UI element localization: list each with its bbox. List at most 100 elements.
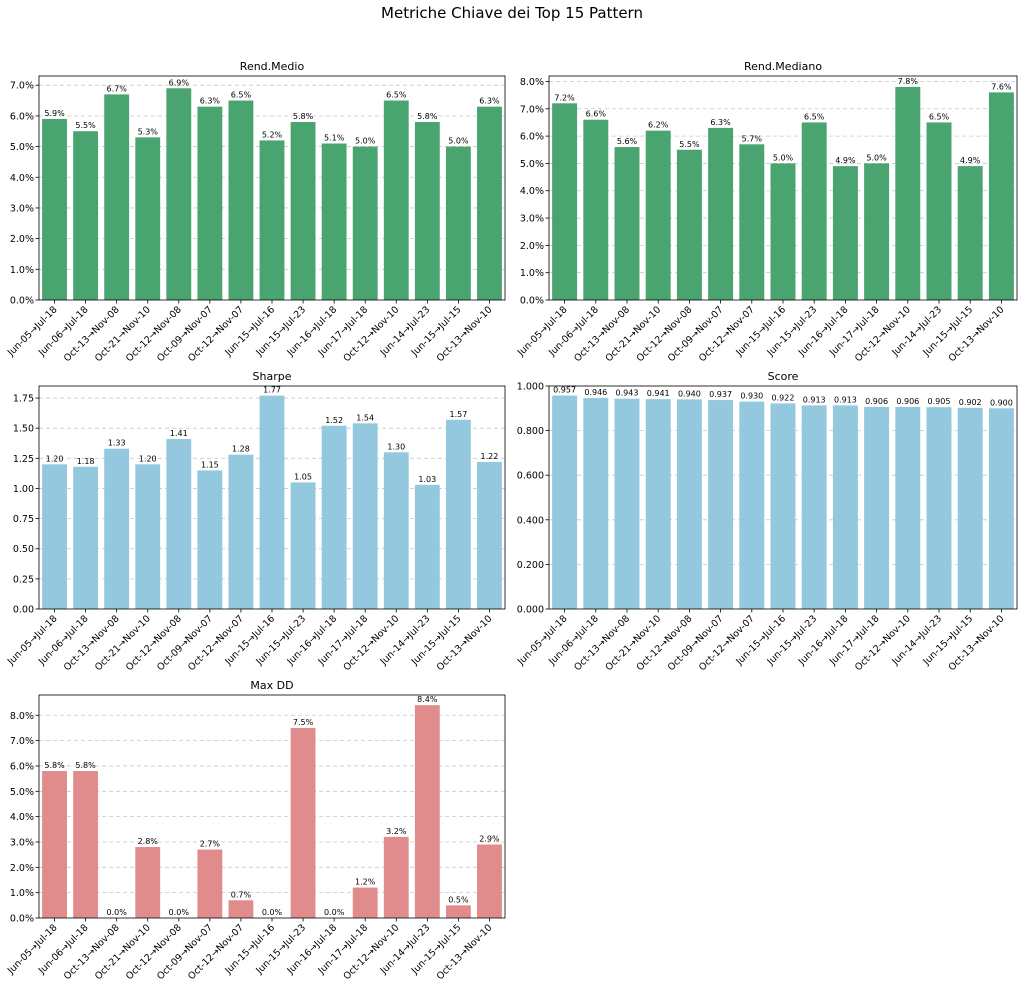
bar bbox=[166, 439, 192, 609]
bar bbox=[42, 118, 67, 301]
value-label: 4.9% bbox=[835, 156, 856, 165]
x-tick-label: Oct-12→Nov-08 bbox=[124, 922, 184, 982]
value-label: 6.5% bbox=[386, 91, 407, 100]
value-label: 5.2% bbox=[262, 130, 283, 139]
y-tick-label: 3.0% bbox=[10, 203, 34, 214]
bar bbox=[414, 122, 440, 300]
chart-panel-0: 0.0%1.0%2.0%3.0%4.0%5.0%6.0%7.0%5.9%Jun-… bbox=[5, 60, 506, 364]
bar bbox=[614, 147, 640, 300]
y-tick-label: 0.000 bbox=[517, 605, 544, 616]
bar bbox=[477, 461, 502, 609]
y-tick-label: 0.600 bbox=[517, 471, 544, 482]
y-tick-label: 2.0% bbox=[520, 241, 544, 252]
value-label: 1.15 bbox=[201, 460, 219, 469]
axes-frame bbox=[38, 75, 506, 301]
value-label: 1.77 bbox=[263, 386, 281, 395]
x-tick-label: Oct-09→Nov-07 bbox=[666, 613, 726, 673]
value-label: 0.937 bbox=[709, 390, 732, 399]
value-label: 0.913 bbox=[803, 395, 826, 404]
value-label: 7.8% bbox=[898, 77, 919, 86]
y-tick-label: 8.0% bbox=[520, 77, 544, 88]
value-label: 1.52 bbox=[325, 416, 343, 425]
y-tick-label: 1.0% bbox=[10, 265, 34, 276]
value-label: 5.3% bbox=[138, 127, 159, 136]
bar bbox=[445, 905, 471, 918]
bar bbox=[614, 398, 640, 609]
bar bbox=[988, 408, 1014, 609]
bar bbox=[708, 400, 734, 609]
y-tick-label: 0.75 bbox=[13, 514, 34, 525]
bar bbox=[770, 163, 796, 300]
value-label: 6.5% bbox=[929, 112, 950, 121]
bar bbox=[801, 405, 827, 609]
value-label: 6.3% bbox=[200, 97, 221, 106]
value-label: 5.9% bbox=[44, 109, 65, 118]
panel-title: Rend.Mediano bbox=[744, 60, 822, 73]
value-label: 0.0% bbox=[169, 908, 190, 917]
bar bbox=[895, 86, 921, 301]
bar bbox=[583, 398, 609, 609]
y-tick-label: 2.0% bbox=[10, 234, 34, 245]
value-label: 1.30 bbox=[387, 442, 405, 451]
value-label: 0.913 bbox=[834, 395, 857, 404]
y-tick-label: 7.0% bbox=[10, 736, 34, 747]
value-label: 0.941 bbox=[647, 389, 670, 398]
bar bbox=[739, 401, 765, 609]
bar bbox=[832, 405, 858, 609]
bar bbox=[352, 887, 378, 918]
bar bbox=[135, 847, 161, 918]
x-tick-label: Oct-12→Nov-10 bbox=[341, 613, 401, 673]
bar bbox=[414, 484, 440, 609]
bar bbox=[926, 407, 952, 609]
axes-frame bbox=[38, 694, 506, 919]
x-tick-label: Oct-12→Nov-10 bbox=[853, 613, 913, 673]
value-label: 0.930 bbox=[740, 392, 763, 401]
value-label: 2.9% bbox=[479, 835, 500, 844]
x-tick-label: Oct-12→Nov-08 bbox=[635, 304, 695, 364]
bar bbox=[73, 466, 99, 609]
y-tick-label: 3.0% bbox=[520, 214, 544, 225]
bar bbox=[383, 836, 409, 918]
y-tick-label: 1.0% bbox=[10, 888, 34, 899]
value-label: 1.18 bbox=[77, 457, 95, 466]
value-label: 8.4% bbox=[417, 695, 438, 704]
y-tick-label: 1.75 bbox=[13, 394, 34, 405]
value-label: 6.7% bbox=[107, 84, 128, 93]
bar bbox=[352, 423, 378, 609]
value-label: 6.5% bbox=[804, 112, 825, 121]
bar bbox=[645, 130, 671, 300]
value-label: 0.0% bbox=[324, 908, 345, 917]
value-label: 1.41 bbox=[170, 429, 188, 438]
panel-title: Rend.Medio bbox=[240, 60, 305, 73]
x-tick-label: Oct-12→Nov-07 bbox=[186, 304, 246, 364]
bar bbox=[228, 900, 254, 918]
x-tick-label: Oct-09→Nov-07 bbox=[155, 304, 215, 364]
x-tick-label: Oct-13→Nov-08 bbox=[62, 613, 122, 673]
x-tick-label: Oct-21→Nov-10 bbox=[93, 922, 153, 982]
axes-frame bbox=[38, 385, 506, 610]
bar bbox=[676, 399, 702, 609]
x-tick-label: Oct-12→Nov-10 bbox=[341, 304, 401, 364]
x-tick-label: Oct-12→Nov-08 bbox=[124, 304, 184, 364]
x-tick-label: Oct-13→Nov-10 bbox=[435, 304, 495, 364]
bar bbox=[708, 127, 734, 300]
y-tick-label: 0.400 bbox=[517, 515, 544, 526]
y-tick-label: 1.0% bbox=[520, 268, 544, 279]
y-tick-label: 4.0% bbox=[10, 173, 34, 184]
x-tick-label: Oct-21→Nov-10 bbox=[603, 613, 663, 673]
figure-title: Metriche Chiave dei Top 15 Pattern bbox=[381, 4, 643, 22]
value-label: 5.1% bbox=[324, 134, 345, 143]
x-tick-label: Oct-09→Nov-07 bbox=[666, 304, 726, 364]
x-tick-label: Oct-13→Nov-08 bbox=[62, 922, 122, 982]
y-tick-label: 4.0% bbox=[10, 812, 34, 823]
y-tick-label: 1.00 bbox=[13, 484, 34, 495]
x-tick-label: Oct-12→Nov-07 bbox=[186, 613, 246, 673]
y-tick-label: 0.0% bbox=[520, 296, 544, 307]
bar bbox=[259, 140, 285, 300]
bar bbox=[290, 727, 316, 918]
panel-title: Score bbox=[768, 370, 799, 383]
chart-panel-4: 0.0% 1.0% 2.0% 3.0% 4.0% 5.0% 6.0% 7.0% 8.0% 5.8%… bbox=[5, 679, 506, 982]
value-label: 6.2% bbox=[648, 121, 669, 130]
x-tick-label: Oct-12→Nov-10 bbox=[341, 922, 401, 982]
